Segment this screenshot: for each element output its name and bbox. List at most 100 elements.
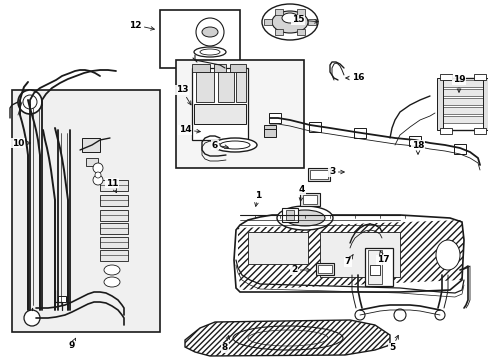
Bar <box>160 10 240 68</box>
Text: 6: 6 <box>211 140 228 149</box>
Bar <box>100 250 128 261</box>
Ellipse shape <box>196 18 224 46</box>
Bar <box>218 72 234 102</box>
Ellipse shape <box>276 206 332 230</box>
Bar <box>307 168 329 181</box>
Bar <box>309 170 327 179</box>
Bar <box>194 104 245 124</box>
Text: 8: 8 <box>222 336 229 352</box>
Text: 7: 7 <box>344 255 352 266</box>
Text: 2: 2 <box>290 266 310 274</box>
Bar <box>319 232 399 277</box>
Bar <box>315 263 333 275</box>
Text: 5: 5 <box>388 335 398 352</box>
Bar <box>307 19 315 25</box>
Bar <box>192 68 247 140</box>
Bar <box>192 64 209 72</box>
Bar <box>12 90 160 332</box>
Text: 10: 10 <box>12 139 30 148</box>
Bar <box>367 250 381 284</box>
Ellipse shape <box>18 90 42 114</box>
Ellipse shape <box>285 210 325 226</box>
Text: 16: 16 <box>345 73 364 82</box>
Bar <box>441 98 483 105</box>
Bar <box>317 265 331 273</box>
Polygon shape <box>184 320 389 356</box>
Bar <box>214 64 225 72</box>
Ellipse shape <box>393 309 405 321</box>
Bar <box>229 64 245 72</box>
Ellipse shape <box>23 95 37 109</box>
Text: 12: 12 <box>128 21 154 30</box>
Bar <box>247 232 307 264</box>
Bar <box>473 74 485 80</box>
Bar <box>264 129 275 137</box>
Ellipse shape <box>104 265 120 275</box>
Ellipse shape <box>200 49 220 55</box>
Bar <box>299 193 319 206</box>
Bar <box>308 122 320 132</box>
Ellipse shape <box>247 330 327 346</box>
Ellipse shape <box>434 310 444 320</box>
Bar <box>436 78 442 130</box>
Ellipse shape <box>202 27 218 37</box>
Text: 14: 14 <box>178 126 200 135</box>
Bar <box>285 210 293 220</box>
Bar <box>482 78 487 130</box>
Ellipse shape <box>24 310 40 326</box>
Text: 11: 11 <box>105 179 118 193</box>
Bar <box>408 136 420 146</box>
Bar <box>100 210 128 221</box>
Bar <box>473 128 485 134</box>
Bar <box>82 138 100 152</box>
Bar <box>282 208 297 222</box>
Bar <box>303 195 316 204</box>
Bar <box>274 9 283 15</box>
Ellipse shape <box>93 163 103 173</box>
Ellipse shape <box>93 175 103 185</box>
Bar <box>176 60 304 168</box>
Ellipse shape <box>435 240 459 270</box>
Text: 18: 18 <box>411 140 424 154</box>
Text: 17: 17 <box>376 251 388 265</box>
Text: 13: 13 <box>175 85 191 105</box>
Bar <box>100 195 128 206</box>
Text: 9: 9 <box>69 338 76 351</box>
Bar <box>264 19 271 25</box>
Bar <box>439 78 485 130</box>
Bar <box>236 72 245 102</box>
Bar <box>364 248 392 286</box>
Bar <box>100 237 128 248</box>
Bar <box>196 72 214 102</box>
Bar <box>453 144 465 154</box>
Text: 19: 19 <box>452 76 465 92</box>
Bar <box>441 89 483 96</box>
Bar <box>296 9 305 15</box>
Ellipse shape <box>95 172 101 178</box>
Bar <box>439 74 451 80</box>
Polygon shape <box>234 215 463 292</box>
Bar <box>100 180 128 191</box>
Bar <box>441 80 483 87</box>
Bar <box>369 265 379 275</box>
Bar <box>100 223 128 234</box>
Bar <box>268 113 281 123</box>
Ellipse shape <box>262 4 317 40</box>
Bar <box>441 107 483 114</box>
Bar <box>274 30 283 35</box>
Ellipse shape <box>232 326 342 350</box>
Text: 4: 4 <box>298 185 305 201</box>
Bar <box>296 30 305 35</box>
Text: 1: 1 <box>254 190 261 206</box>
Bar <box>439 128 451 134</box>
Bar <box>58 296 66 302</box>
Text: 15: 15 <box>291 15 318 24</box>
Bar <box>264 125 275 133</box>
Ellipse shape <box>213 138 257 152</box>
Ellipse shape <box>282 13 297 23</box>
Bar <box>353 128 365 138</box>
Ellipse shape <box>104 277 120 287</box>
Bar <box>86 158 98 166</box>
Ellipse shape <box>220 141 249 149</box>
Ellipse shape <box>354 310 364 320</box>
